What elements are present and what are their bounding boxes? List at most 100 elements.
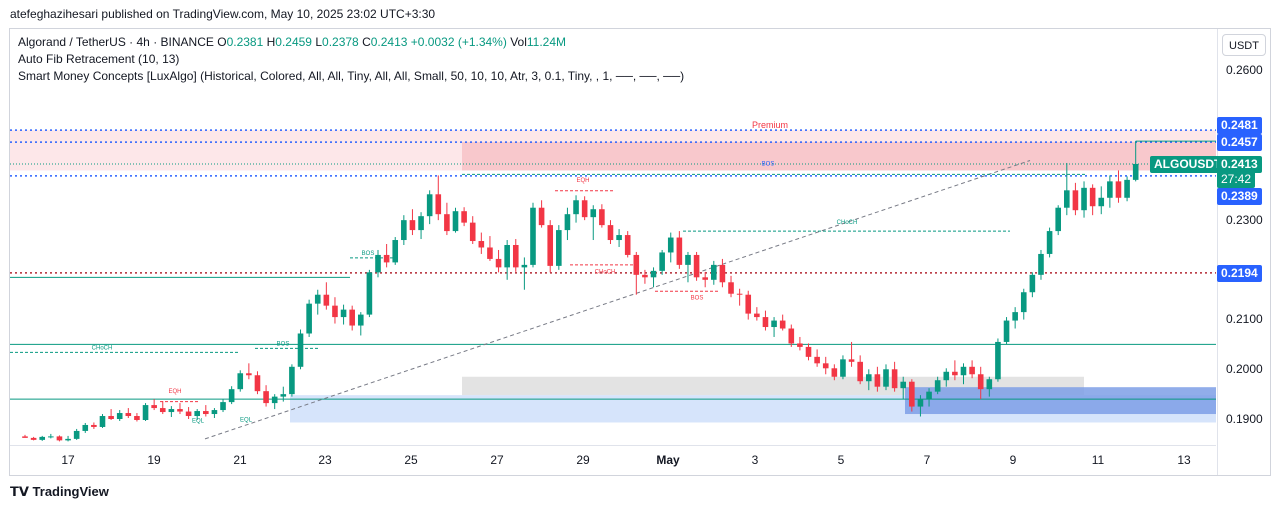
time-tick: 25 — [404, 453, 418, 467]
candle-down — [969, 366, 975, 375]
candle-up — [564, 214, 571, 231]
candle-up — [1046, 231, 1053, 254]
candle-up — [1055, 207, 1061, 232]
candle-up — [711, 264, 717, 280]
symbol-tag: ALGOUSDT — [1150, 156, 1226, 173]
time-tick: 23 — [318, 453, 332, 467]
candle-down — [822, 363, 829, 369]
candle-up — [1064, 190, 1070, 208]
indicator-fib[interactable]: Auto Fib Retracement (10, 13) — [18, 52, 180, 66]
candle-up — [1081, 187, 1087, 211]
candle-down — [125, 413, 132, 417]
candle-up — [840, 359, 846, 377]
time-tick: 19 — [147, 453, 161, 467]
candle-down — [495, 258, 502, 268]
candle-down — [151, 405, 157, 409]
choch-label-3: CHoCH — [595, 269, 616, 275]
candle-up — [375, 254, 381, 273]
time-tick: 7 — [923, 453, 931, 467]
candle-up — [116, 413, 123, 419]
candle-up — [995, 341, 1001, 380]
eqh-label-2: EQH — [576, 178, 589, 184]
close-label: C — [362, 35, 371, 49]
candle-down — [874, 374, 881, 387]
candle-up — [1132, 163, 1139, 180]
candle-down — [177, 409, 183, 412]
candle-down — [461, 211, 467, 223]
choch-label-2: CHoCH — [837, 220, 858, 226]
candle-down — [952, 371, 958, 376]
candle-down — [805, 346, 812, 357]
price-tick: 0.2300 — [1226, 213, 1263, 227]
candle-down — [478, 241, 485, 248]
candle-down — [108, 416, 114, 419]
candle-down — [246, 373, 252, 376]
candle-up — [865, 374, 872, 382]
candle-up — [289, 366, 295, 395]
candle-up — [82, 424, 89, 431]
time-tick: 17 — [61, 453, 75, 467]
bar-countdown: 27:42 — [1217, 171, 1256, 188]
price-tag-2457: 0.2457 — [1217, 134, 1262, 151]
premium-label: Premium — [752, 120, 788, 130]
indicator-smc[interactable]: Smart Money Concepts [LuxAlgo] (Historic… — [18, 69, 685, 83]
time-tick: 9 — [1009, 453, 1017, 467]
candle-up — [934, 380, 941, 392]
candle-down — [91, 424, 97, 427]
candle-down — [22, 436, 28, 438]
candle-down — [1115, 181, 1122, 198]
candle-up — [357, 314, 364, 326]
time-tick: 29 — [576, 453, 590, 467]
open-value: 0.2381 — [226, 35, 264, 49]
candle-down — [56, 436, 63, 441]
candle-up — [650, 270, 657, 278]
time-tick: 27 — [490, 453, 504, 467]
price-axis[interactable] — [1217, 29, 1271, 475]
fib-trend-line — [204, 160, 1031, 440]
candle-up — [237, 373, 244, 390]
candle-up — [1107, 181, 1113, 198]
candle-down — [814, 356, 820, 364]
price-tick: 0.2000 — [1226, 362, 1263, 376]
eql-label-1: EQL — [192, 418, 205, 424]
candle-down — [909, 381, 915, 407]
candle-up — [39, 436, 46, 440]
candle-up — [556, 230, 562, 266]
time-tick-month: May — [656, 453, 680, 467]
candle-down — [469, 222, 476, 242]
candle-up — [943, 371, 950, 381]
candle-down — [159, 408, 166, 413]
candle-up — [392, 240, 399, 263]
candle-down — [435, 194, 442, 215]
candle-down — [624, 235, 631, 255]
candle-up — [340, 309, 347, 318]
volume-label: Vol — [510, 35, 527, 49]
candle-up — [883, 369, 889, 387]
candle-down — [848, 359, 855, 362]
candle-down — [487, 247, 493, 259]
chart-legend: Algorand / TetherUS · 4h · BINANCE O0.23… — [18, 34, 684, 85]
candle-up — [900, 381, 907, 389]
candle-up — [917, 399, 924, 407]
candle-down — [538, 207, 545, 226]
time-tick: 13 — [1177, 453, 1191, 467]
low-value: 0.2378 — [322, 35, 359, 49]
candle-up — [1038, 253, 1044, 275]
currency-button[interactable]: USDT — [1222, 34, 1266, 56]
symbol-title[interactable]: Algorand / TetherUS · 4h · BINANCE — [18, 35, 214, 49]
time-tick: 11 — [1091, 453, 1105, 467]
eqh-label: EQH — [168, 389, 181, 395]
candle-down — [1072, 190, 1079, 211]
symbol-ohlc-line: Algorand / TetherUS · 4h · BINANCE O0.23… — [18, 34, 684, 51]
time-axis[interactable] — [10, 445, 1216, 476]
chart-plot-area[interactable]: Premium CHoCH BOS BOS BOS CHoCH EQH EQH CHoCH BOS… — [10, 29, 1216, 475]
tradingview-logo[interactable]: 𝗧𝗩 TradingView — [10, 484, 109, 500]
tv-logo-icon: 𝗧𝗩 — [10, 484, 33, 499]
price-tick: 0.1900 — [1226, 412, 1263, 426]
candle-up — [1020, 292, 1027, 313]
candle-up — [142, 405, 149, 420]
price-tag-2389: 0.2389 — [1217, 188, 1262, 205]
candle-down — [891, 369, 898, 389]
candle-down — [702, 277, 708, 280]
bos-label-4: BOS — [691, 296, 704, 302]
